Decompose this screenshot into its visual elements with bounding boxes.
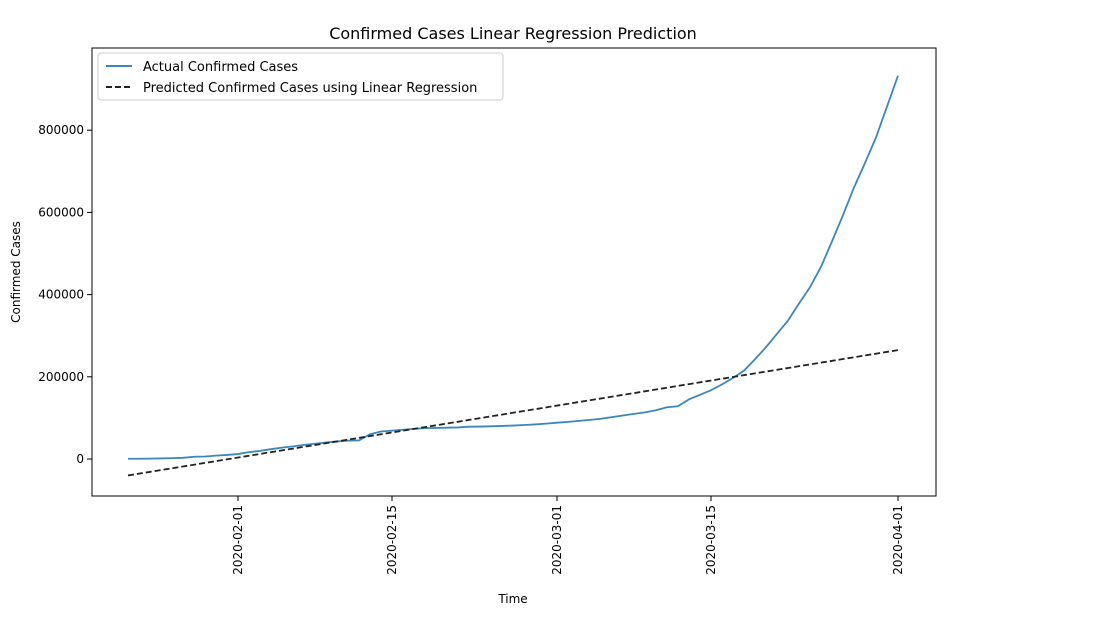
y-tick-label: 0 <box>76 452 84 466</box>
x-tick-label: 2020-03-01 <box>550 505 564 575</box>
legend: Actual Confirmed Cases Predicted Confirm… <box>97 52 504 101</box>
legend-box <box>97 52 504 101</box>
x-tick-label: 2020-03-15 <box>704 505 718 575</box>
y-axis-label: Confirmed Cases <box>9 221 23 323</box>
x-tick-label: 2020-04-01 <box>891 505 905 575</box>
legend-entry-predicted: Predicted Confirmed Cases using Linear R… <box>143 81 477 96</box>
chart-title: Confirmed Cases Linear Regression Predic… <box>329 24 697 43</box>
legend-entry-actual: Actual Confirmed Cases <box>143 60 298 75</box>
plot-frame <box>91 47 937 497</box>
plot-area <box>127 75 899 477</box>
y-tick-label: 600000 <box>38 205 84 219</box>
x-tick-label: 2020-02-01 <box>231 505 245 575</box>
y-tick-label: 200000 <box>38 370 84 384</box>
x-tick-label: 2020-02-15 <box>385 505 399 575</box>
y-axis: 0 200000 400000 600000 800000 <box>38 123 92 466</box>
series-line-0 <box>127 75 899 460</box>
series-line-1 <box>127 349 899 477</box>
x-axis-label: Time <box>497 592 527 606</box>
x-axis: 2020-02-01 2020-02-15 2020-03-01 2020-03-15… <box>231 496 905 575</box>
y-tick-label: 400000 <box>38 288 84 302</box>
y-tick-label: 800000 <box>38 123 84 137</box>
